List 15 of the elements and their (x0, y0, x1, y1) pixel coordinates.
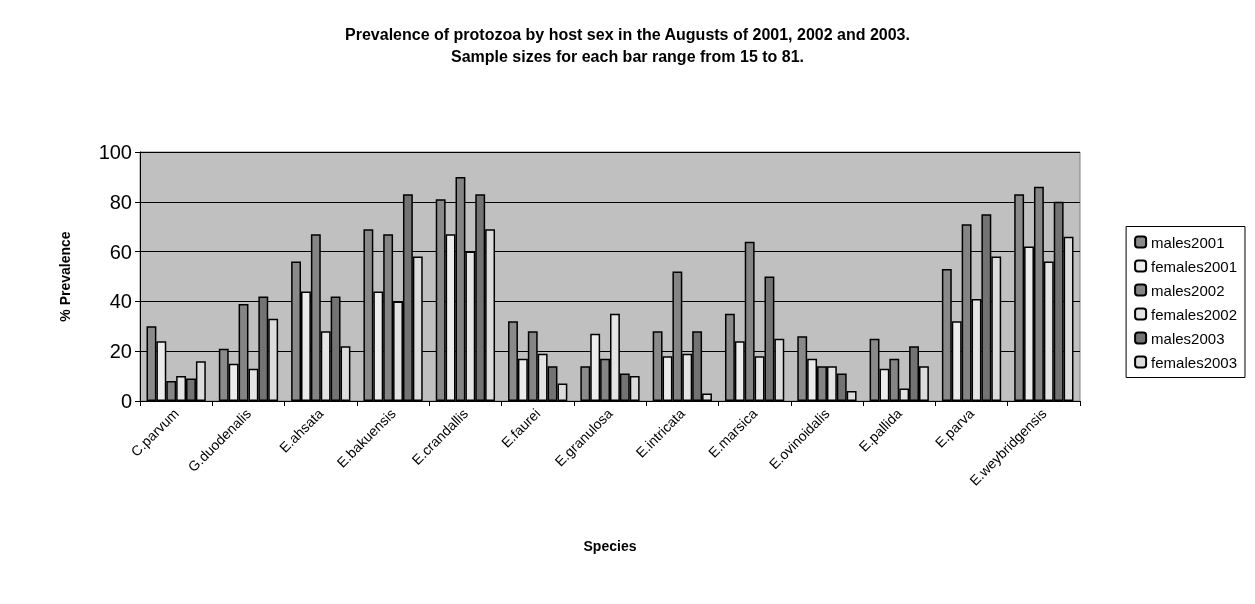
y-tick-label: 40 (109, 290, 132, 313)
legend-label: males2001 (1151, 233, 1225, 251)
y-tick-label: 20 (109, 340, 132, 363)
legend-label: females2001 (1151, 257, 1238, 275)
legend-label: females2003 (1151, 353, 1238, 371)
legend-label: females2002 (1151, 305, 1238, 323)
y-axis-title: % Prevalence (57, 231, 73, 322)
y-tick-label: 100 (98, 141, 132, 163)
legend-label: males2002 (1151, 281, 1225, 299)
x-axis-title: Species (583, 538, 637, 554)
y-tick-label: 60 (109, 240, 132, 263)
chart-title: Prevalence of protozoa by host sex in the Augusts of 2001, 2002 and 2003. Sample sizes for each bar range from 15 to 81. (345, 25, 910, 65)
y-tick-label: 0 (120, 390, 132, 412)
y-tick-label: 80 (109, 190, 132, 213)
legend-label: males2003 (1151, 329, 1225, 347)
